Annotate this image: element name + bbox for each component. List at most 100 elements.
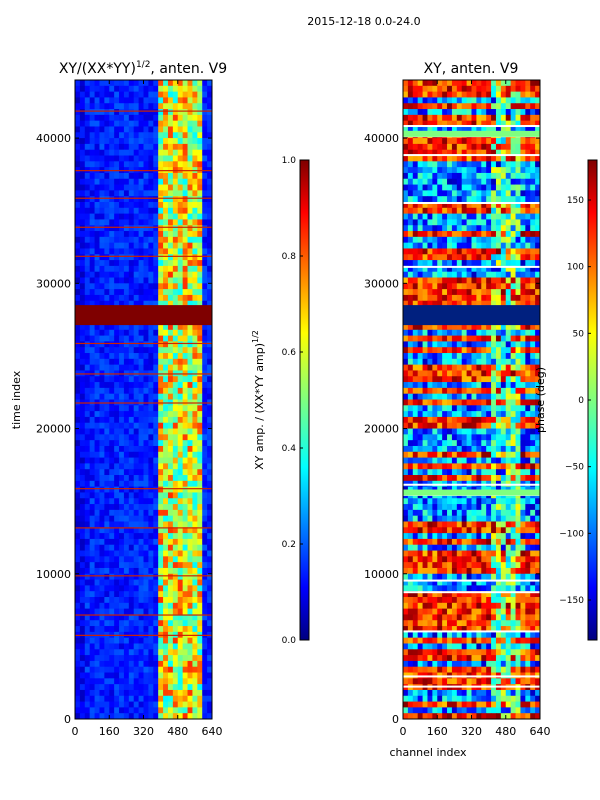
heatmap-cell [530, 416, 536, 424]
heatmap-cell [172, 422, 179, 429]
heatmap-cell [515, 364, 521, 371]
heatmap-cell [412, 294, 419, 302]
heatmap-cell [422, 335, 428, 342]
heatmap-cell [138, 475, 144, 482]
heatmap-cell [447, 335, 453, 342]
heatmap-cell [535, 207, 541, 215]
heatmap-cell [153, 463, 159, 470]
heatmap-cell [133, 190, 140, 197]
heatmap-cell [412, 428, 419, 435]
heatmap-cell [481, 283, 487, 290]
heatmap-cell [128, 521, 135, 528]
heatmap-cell [158, 248, 164, 255]
heatmap-cell [84, 678, 91, 685]
heatmap-cell [491, 283, 497, 290]
heatmap-cell [114, 341, 120, 348]
heatmap-cell [153, 422, 159, 429]
heatmap-cell [442, 283, 448, 290]
heatmap-cell [407, 294, 414, 302]
heatmap-cell [89, 428, 95, 435]
heatmap-cell [505, 178, 512, 185]
heatmap-cell [510, 422, 516, 429]
heatmap-cell [167, 109, 174, 116]
heatmap-cell [177, 457, 184, 464]
heatmap-cell [158, 672, 164, 679]
heatmap-cell [148, 126, 154, 133]
heatmap-cell [172, 556, 179, 563]
heatmap-cell [119, 544, 125, 551]
heatmap-cell [491, 393, 497, 400]
heatmap-cell [75, 97, 81, 104]
heatmap-cell [481, 138, 487, 145]
heatmap-cell [535, 382, 541, 389]
heatmap-cell [442, 248, 448, 255]
heatmap-cell [437, 254, 443, 261]
heatmap-cell [515, 219, 521, 226]
heatmap-cell [437, 196, 443, 203]
heatmap-cell [202, 207, 208, 215]
heatmap-cell [172, 289, 179, 296]
heatmap-cell [109, 463, 115, 470]
heatmap-cell [99, 190, 105, 197]
colorbar-tick-label: 0.4 [282, 444, 297, 454]
heatmap-cell [75, 364, 81, 371]
heatmap-cell [407, 126, 414, 133]
heatmap-cell [153, 323, 159, 331]
heatmap-cell [535, 294, 541, 302]
heatmap-cell [109, 422, 115, 429]
heatmap-cell [167, 550, 174, 557]
heatmap-cell [407, 428, 414, 435]
x-tick-label: 640 [202, 725, 223, 738]
heatmap-cell [471, 353, 477, 360]
heatmap-cell [451, 91, 458, 98]
heatmap-cell [535, 347, 541, 354]
heatmap-cell [128, 114, 135, 122]
heatmap-cell [202, 707, 208, 714]
heatmap-cell [520, 126, 526, 133]
heatmap-cell [177, 254, 184, 261]
heatmap-cell [84, 451, 91, 458]
heatmap-cell [505, 393, 512, 400]
heatmap-cell [109, 608, 115, 615]
heatmap-cell [505, 382, 512, 389]
heatmap-cell [133, 515, 140, 522]
heatmap-cell [89, 416, 95, 424]
heatmap-cell [530, 143, 536, 151]
heatmap-cell [79, 451, 86, 458]
heatmap-cell [182, 85, 188, 93]
heatmap-cell [167, 626, 174, 633]
heatmap-cell [163, 515, 169, 522]
heatmap-cell [167, 701, 174, 708]
heatmap-cell [403, 201, 409, 209]
heatmap-cell [417, 411, 423, 418]
heatmap-cell [109, 498, 115, 505]
heatmap-cell [158, 556, 164, 563]
heatmap-cell [456, 434, 463, 441]
heatmap-cell [187, 707, 193, 714]
heatmap-cell [123, 358, 130, 366]
heatmap-cell [94, 341, 100, 348]
heatmap-cell [520, 358, 526, 366]
heatmap-cell [427, 387, 433, 395]
heatmap-cell [138, 172, 144, 180]
heatmap-cell [143, 161, 149, 168]
heatmap-cell [138, 85, 144, 93]
y-tick-label: 30000 [36, 277, 71, 290]
heatmap-cell [109, 509, 115, 517]
heatmap-cell [486, 294, 492, 302]
heatmap-cell [143, 387, 149, 395]
heatmap-cell [182, 201, 188, 209]
heatmap-cell [148, 97, 154, 104]
heatmap-cell [471, 207, 477, 215]
heatmap-cell [500, 236, 507, 244]
heatmap-cell [158, 294, 164, 302]
heatmap-cell [182, 387, 188, 395]
heatmap-cell [163, 643, 169, 650]
heatmap-cell [427, 399, 433, 406]
heatmap-cell [167, 376, 174, 383]
heatmap-cell [192, 550, 198, 557]
heatmap-cell [99, 637, 105, 644]
heatmap-cell [456, 149, 463, 156]
heatmap-cell [192, 260, 198, 267]
heatmap-cell [466, 97, 472, 104]
